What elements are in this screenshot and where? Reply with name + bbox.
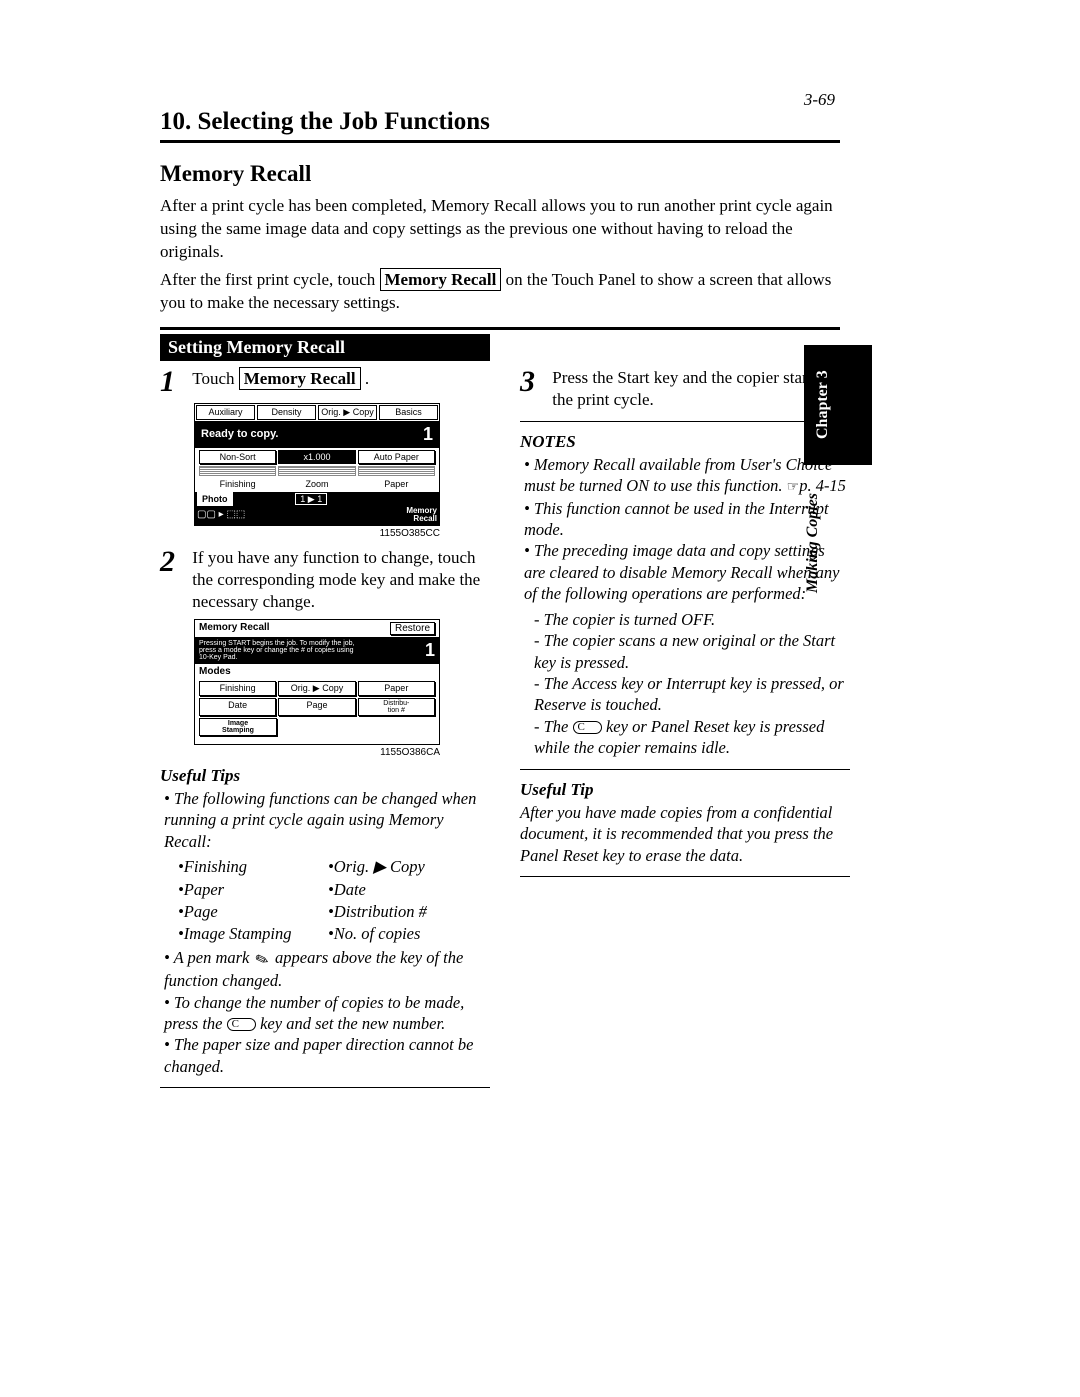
setting-bar: Setting Memory Recall xyxy=(160,334,490,361)
subsection-heading: Memory Recall xyxy=(160,161,980,187)
btn-nonsort: Non-Sort xyxy=(199,450,276,464)
touch-panel-basics: Auxiliary Density Orig. ▶ Copy Basics Re… xyxy=(194,403,440,526)
right-col: 3 Press the Start key and the copier sta… xyxy=(520,367,850,887)
mr-msg: Pressing START begins the job. To modify… xyxy=(199,640,359,661)
step-3: 3 Press the Start key and the copier sta… xyxy=(520,367,850,411)
count: 1 xyxy=(423,424,433,445)
intro-p2a: After the first print cycle, touch xyxy=(160,270,380,289)
fg: Orig. ▶ Copy xyxy=(328,856,478,878)
left-col: 1 Touch Memory Recall . Auxiliary Densit… xyxy=(160,367,490,1099)
btn-date: Date xyxy=(199,698,276,716)
sl: The copier is turned OFF. xyxy=(534,609,850,630)
touch-panel-memrecall: Memory Recall Restore Pressing START beg… xyxy=(194,619,440,745)
tip1: The following functions can be changed w… xyxy=(164,788,490,852)
step-2: 2 If you have any function to change, to… xyxy=(160,547,490,613)
lbl-zoom: Zoom xyxy=(278,478,355,490)
fig2-ref: 1155O386CA xyxy=(194,747,440,758)
s1b: . xyxy=(361,369,370,388)
btn-dist: Distribu- tion # xyxy=(358,698,435,716)
tab-auxiliary: Auxiliary xyxy=(196,405,255,420)
useful-tips-left: Useful Tips The following functions can … xyxy=(160,766,490,1077)
gauge xyxy=(199,466,276,476)
step1-body: Touch Memory Recall . xyxy=(192,367,482,390)
divider xyxy=(160,1087,490,1088)
notes-block: NOTES Memory Recall available from User'… xyxy=(520,432,850,759)
func-grid: FinishingOrig. ▶ Copy PaperDate PageDist… xyxy=(178,856,490,945)
btn-stamping: Image Stamping xyxy=(199,718,277,736)
side-tab: Chapter 3 Making Copies xyxy=(804,345,872,613)
divider xyxy=(160,327,840,330)
modes-label: Modes xyxy=(195,664,439,679)
fg: No. of copies xyxy=(328,923,478,945)
sl: The Access key or Interrupt key is press… xyxy=(534,673,850,716)
making-copies-tab: Making Copies xyxy=(804,478,822,608)
tip-ckey: To change the number of copies to be mad… xyxy=(164,992,490,1035)
fg: Page xyxy=(178,901,328,923)
useful-tip-right: Useful Tip After you have made copies fr… xyxy=(520,780,850,866)
mr-title: Memory Recall xyxy=(199,622,270,635)
step-1: 1 Touch Memory Recall . xyxy=(160,367,490,397)
note3: The preceding image data and copy settin… xyxy=(524,540,850,604)
c-key-icon: C xyxy=(227,1018,256,1031)
step3-body: Press the Start key and the copier start… xyxy=(552,367,842,411)
s1a: Touch xyxy=(192,369,239,388)
tip-hdr: Useful Tip xyxy=(520,780,850,800)
btn-origcopy: Orig. ▶ Copy xyxy=(278,681,355,696)
lbl-paper: Paper xyxy=(358,478,435,490)
btn-page: Page xyxy=(278,698,355,716)
fig1-ref: 1155O385CC xyxy=(194,528,440,539)
t: key and set the new number. xyxy=(256,1014,445,1033)
sl-ckey: The C key or Panel Reset key is pressed … xyxy=(534,716,850,759)
chapter-tab: Chapter 3 xyxy=(804,345,872,465)
gauge xyxy=(278,466,355,476)
tip-pen: A pen mark ✎ appears above the key of th… xyxy=(164,947,490,991)
status-text: Ready to copy. xyxy=(201,428,278,440)
sl: The copier scans a new original or the S… xyxy=(534,630,850,673)
fg: Distribution # xyxy=(328,901,478,923)
pointer-icon: ☞ xyxy=(787,480,800,495)
btn-autopaper: Auto Paper xyxy=(358,450,435,464)
fg: Paper xyxy=(178,879,328,901)
tip-paper: The paper size and paper direction canno… xyxy=(164,1034,490,1077)
step1-num: 1 xyxy=(160,367,188,397)
tab-basics: Basics xyxy=(379,405,438,420)
step2-num: 2 xyxy=(160,547,188,577)
btn-finishing: Finishing xyxy=(199,681,276,696)
c-key-icon: C xyxy=(573,721,602,734)
btn-paper: Paper xyxy=(358,681,435,696)
note2: This function cannot be used in the Inte… xyxy=(524,498,850,541)
note-sublist: The copier is turned OFF. The copier sca… xyxy=(534,609,850,759)
btn-zoom-val: x1.000 xyxy=(278,450,355,464)
btn-restore: Restore xyxy=(390,622,435,635)
memory-recall-key: Memory Recall xyxy=(380,268,502,291)
s1key: Memory Recall xyxy=(239,367,361,390)
fg: Image Stamping xyxy=(178,923,328,945)
divider xyxy=(520,769,850,770)
tip-text: After you have made copies from a confid… xyxy=(520,802,850,866)
divider xyxy=(520,876,850,877)
divider xyxy=(520,421,850,422)
tab-origcopy: Orig. ▶ Copy xyxy=(318,405,377,420)
one-to-one: 1 ▶ 1 xyxy=(295,493,327,505)
tab-density: Density xyxy=(257,405,316,420)
notes-hdr: NOTES xyxy=(520,432,850,452)
fg: Date xyxy=(328,879,478,901)
section-heading: 10. Selecting the Job Functions xyxy=(160,108,840,143)
tips-hdr: Useful Tips xyxy=(160,766,490,786)
note1: Memory Recall available from User's Choi… xyxy=(524,454,850,498)
page-number: 3-69 xyxy=(804,90,835,110)
intro-p1: After a print cycle has been completed, … xyxy=(160,195,840,264)
lbl-finishing: Finishing xyxy=(199,478,276,490)
t: A pen mark xyxy=(174,948,254,967)
t: The xyxy=(544,717,573,736)
gauge xyxy=(358,466,435,476)
fg: Finishing xyxy=(178,856,328,878)
mr-count: 1 xyxy=(425,640,435,661)
step2-body: If you have any function to change, touc… xyxy=(192,547,482,613)
btn-photo: Photo xyxy=(197,492,233,506)
intro-p2: After the first print cycle, touch Memor… xyxy=(160,268,840,315)
memory-recall-icon: Memory Recall xyxy=(406,507,437,523)
step3-num: 3 xyxy=(520,367,548,397)
